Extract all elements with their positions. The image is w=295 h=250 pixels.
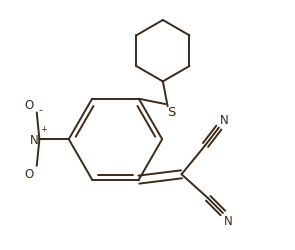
Text: N: N bbox=[224, 214, 232, 228]
Text: -: - bbox=[38, 105, 42, 115]
Text: N: N bbox=[220, 114, 228, 127]
Text: O: O bbox=[24, 99, 34, 112]
Text: +: + bbox=[40, 125, 47, 134]
Text: N: N bbox=[30, 133, 39, 146]
Text: S: S bbox=[167, 106, 175, 119]
Text: O: O bbox=[24, 168, 34, 180]
